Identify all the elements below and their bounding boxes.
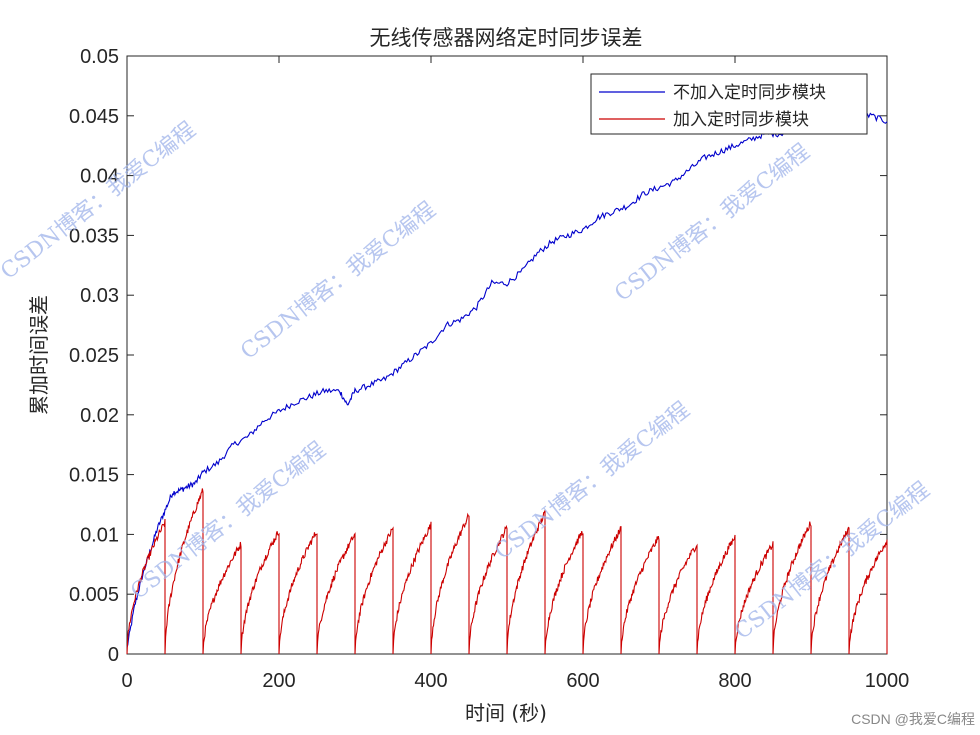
y-tick-label: 0.03	[80, 285, 119, 307]
series-line-no-sync	[126, 112, 888, 648]
series-line-with-sync	[126, 488, 888, 655]
chart-title: 无线传感器网络定时同步误差	[370, 26, 643, 50]
x-tick-label: 800	[718, 670, 751, 692]
y-tick-label: 0.005	[69, 584, 119, 606]
legend-box	[590, 73, 868, 135]
y-tick-label: 0	[108, 644, 119, 666]
y-tick-label: 0.045	[69, 106, 119, 128]
x-tick-label: 200	[262, 670, 295, 692]
x-axis: 0 200 400 600 800 1000	[121, 56, 909, 692]
y-axis: 0 0.005 0.01 0.015 0.02 0.025 0.03 0.035 0.04 0.0…	[69, 46, 887, 666]
footer-watermark: CSDN @我爱C编程	[851, 711, 975, 727]
x-tick-label: 1000	[865, 670, 910, 692]
y-tick-label: 0.05	[80, 46, 119, 68]
x-tick-label: 600	[566, 670, 599, 692]
legend: 不加入定时同步模块 加入定时同步模块	[590, 73, 868, 135]
y-tick-label: 0.015	[69, 465, 119, 487]
series-layer	[126, 112, 888, 655]
legend-label-series-1: 不加入定时同步模块	[673, 83, 826, 103]
x-tick-label: 0	[121, 670, 132, 692]
y-tick-label: 0.025	[69, 345, 119, 367]
x-tick-label: 400	[414, 670, 447, 692]
y-tick-label: 0.04	[80, 166, 119, 188]
y-tick-label: 0.02	[80, 405, 119, 427]
x-axis-title: 时间 (秒)	[465, 701, 547, 725]
legend-label-series-2: 加入定时同步模块	[673, 110, 809, 130]
y-tick-label: 0.01	[80, 524, 119, 546]
y-tick-label: 0.035	[69, 225, 119, 247]
y-axis-title: 累加时间误差	[27, 295, 51, 415]
